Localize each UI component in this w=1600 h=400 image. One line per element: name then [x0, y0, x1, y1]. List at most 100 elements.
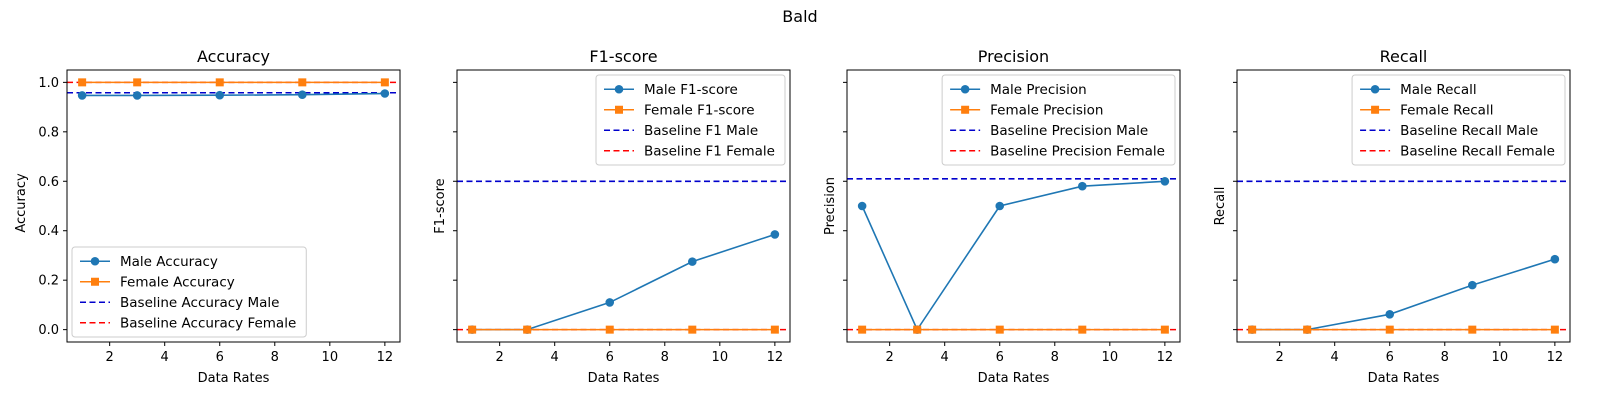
precision-panel: Precision Data Rates Precision 2 4 6 8 10 12 …	[823, 47, 1181, 386]
accuracy-panel-title: Accuracy	[197, 47, 270, 66]
precision-xtick-label: 12	[1157, 350, 1174, 365]
female-precision-legend-label: Female Precision	[990, 103, 1103, 119]
f1-score-xtick-label: 6	[606, 350, 614, 365]
female-f1-score-point	[523, 325, 532, 334]
f1-score-xtick-label: 10	[712, 350, 729, 365]
accuracy-xtick-label: 4	[161, 350, 169, 365]
accuracy-legend-box	[71, 246, 307, 338]
female-f1-score-point	[770, 325, 779, 334]
recall-xtick-label: 8	[1441, 350, 1449, 365]
accuracy-ytick-label: 0.4	[38, 224, 59, 239]
male-f1-score-point	[770, 230, 780, 239]
precision-panel-xlabel: Data Rates	[978, 371, 1050, 386]
recall-panel-frame	[1236, 69, 1571, 343]
female-recall-point	[1550, 325, 1559, 334]
recall-legend-box	[1351, 74, 1566, 166]
accuracy-panel-legend: Male Accuracy Female Accuracy Baseline Acc…	[71, 246, 307, 338]
male-accuracy-point	[215, 90, 225, 100]
male-accuracy-point	[132, 91, 142, 100]
male-accuracy-point	[298, 90, 307, 100]
accuracy-xtick-label: 8	[271, 350, 279, 365]
baseline-accuracy-male-legend-label: Baseline Accuracy Male	[120, 295, 279, 311]
recall-panel-ylabel: Recall	[1213, 187, 1228, 226]
male-accuracy-legend-marker	[90, 256, 100, 266]
male-precision-legend-label: Male Precision	[990, 82, 1087, 98]
precision-panel-legend: Male Precision Female Precision Baseline P…	[941, 74, 1176, 166]
female-accuracy-point	[133, 78, 142, 87]
f1-score-panel-ticks: 2 4 6 8 10 12	[453, 81, 783, 365]
male-precision-point	[1160, 176, 1170, 186]
accuracy-xtick-label: 12	[377, 350, 394, 365]
female-accuracy-legend-label: Female Accuracy	[120, 275, 235, 291]
female-precision-point	[995, 325, 1004, 334]
accuracy-xtick-label: 10	[322, 350, 339, 365]
male-precision-point	[995, 201, 1005, 211]
female-recall-point	[1385, 325, 1394, 334]
precision-xtick-label: 4	[941, 350, 949, 365]
male-recall-legend-label: Male Recall	[1400, 82, 1477, 98]
female-f1-score-point	[605, 325, 614, 334]
accuracy-ytick-label: 0.2	[38, 274, 59, 289]
female-accuracy-point	[78, 78, 87, 87]
figure-suptitle: Bald	[782, 7, 817, 26]
f1-score-panel-xlabel: Data Rates	[588, 371, 660, 386]
male-precision-point	[857, 201, 867, 211]
f1-score-panel-legend: Male F1-score Female F1-score Baseline F1 …	[595, 74, 786, 166]
recall-panel-legend: Male Recall Female Recall Baseline Recall …	[1351, 74, 1566, 166]
female-precision-point	[913, 325, 922, 334]
male-f1-score-point	[688, 257, 697, 266]
recall-panel: Recall Data Rates Recall 2 4 6 8 10 12 Male R…	[1213, 47, 1571, 386]
accuracy-ytick-label: 0.6	[38, 175, 59, 190]
f1-score-xtick-label: 8	[661, 350, 669, 365]
recall-panel-xlabel: Data Rates	[1368, 371, 1440, 386]
female-recall-point	[1303, 325, 1312, 334]
female-f1-score-legend-label: Female F1-score	[644, 103, 755, 119]
male-recall-line	[1252, 258, 1556, 331]
f1-score-panel-frame	[456, 69, 791, 343]
female-f1-score-point	[468, 325, 477, 334]
female-accuracy-legend-marker	[91, 277, 99, 286]
male-recall-point	[1385, 310, 1395, 319]
male-recall-point	[1550, 254, 1560, 264]
accuracy-panel-ticks: 2 4 6 8 10 12 0.0 0.2 0.4 0.6 0.8 1.0	[38, 76, 393, 365]
accuracy-ytick-label: 1.0	[38, 76, 59, 91]
recall-xtick-label: 10	[1492, 350, 1509, 365]
f1-score-xtick-label: 4	[551, 350, 559, 365]
precision-panel-title: Precision	[978, 47, 1049, 66]
f1-score-panel-plot	[457, 180, 790, 334]
baseline-precision-male-legend-label: Baseline Precision Male	[990, 123, 1148, 139]
f1-score-panel-ylabel: F1-score	[433, 178, 448, 233]
recall-panel-ticks: 2 4 6 8 10 12	[1233, 81, 1564, 365]
accuracy-panel-plot	[67, 78, 400, 100]
male-recall-legend-marker	[1370, 84, 1380, 94]
male-accuracy-point	[380, 89, 390, 98]
female-recall-legend-marker	[1371, 105, 1380, 114]
male-recall-point	[1468, 280, 1477, 290]
male-precision-point	[1078, 181, 1087, 191]
accuracy-panel: Accuracy Data Rates Accuracy 2 4 6 8 10 12 0.0…	[14, 47, 401, 386]
female-f1-score-legend-marker	[615, 105, 623, 114]
precision-panel-frame	[846, 69, 1181, 343]
female-recall-point	[1248, 325, 1257, 334]
recall-panel-title: Recall	[1380, 47, 1428, 66]
f1-score-xtick-label: 2	[496, 350, 504, 365]
recall-panel-plot	[1237, 180, 1570, 334]
precision-panel-ticks: 2 4 6 8 10 12	[843, 81, 1174, 365]
female-recall-point	[1468, 325, 1477, 334]
male-f1-score-point	[605, 298, 615, 307]
male-f1-score-legend-label: Male F1-score	[644, 82, 738, 98]
baseline-f1-female-legend-label: Baseline F1 Female	[644, 144, 775, 160]
accuracy-xtick-label: 2	[106, 350, 114, 365]
accuracy-panel-ylabel: Accuracy	[14, 173, 29, 233]
accuracy-xtick-label: 6	[216, 350, 224, 365]
accuracy-panel-frame	[66, 69, 401, 343]
recall-xtick-label: 12	[1547, 350, 1564, 365]
male-accuracy-line	[82, 92, 385, 97]
precision-legend-box	[941, 74, 1176, 166]
precision-xtick-label: 8	[1051, 350, 1059, 365]
female-accuracy-point	[215, 78, 224, 87]
accuracy-ytick-label: 0.8	[38, 125, 59, 140]
recall-xtick-label: 4	[1331, 350, 1339, 365]
female-accuracy-point	[380, 78, 389, 87]
male-accuracy-legend-label: Male Accuracy	[120, 254, 218, 270]
